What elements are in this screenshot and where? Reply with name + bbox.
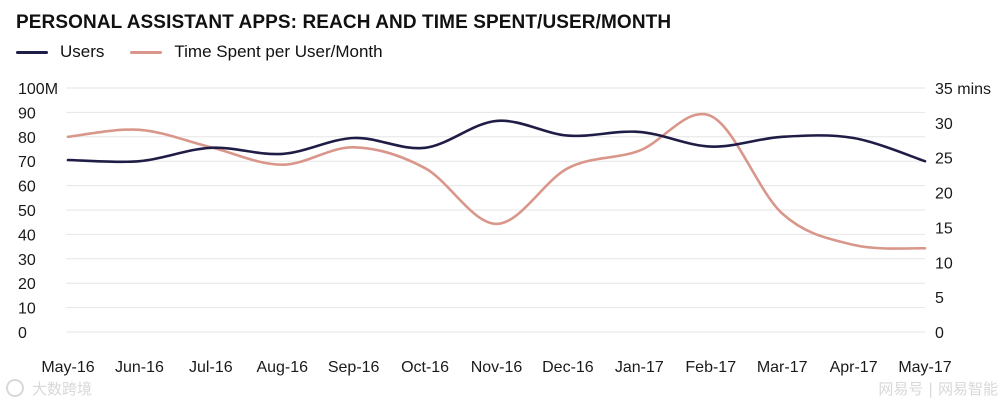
chart-title: PERSONAL ASSISTANT APPS: REACH AND TIME … (16, 12, 672, 33)
x-axis-tick-label: Aug-16 (256, 359, 308, 376)
watermark-right: 网易号 | 网易智能 (878, 380, 998, 398)
watermark-left-text: 大数跨境 (32, 380, 93, 398)
x-axis-tick-label: Apr-17 (830, 359, 878, 376)
grid-lines (66, 87, 925, 333)
right-axis-tick-label: 25 (935, 151, 953, 168)
left-axis-tick-label: 10 (18, 301, 36, 318)
left-axis-tick-label: 90 (18, 105, 36, 122)
x-axis-tick-label: May-17 (898, 359, 951, 376)
x-axis-ticks: May-16 Jun-16 Jul-16 Aug-16 Sep-16 Oct-16 Nov-… (41, 359, 951, 376)
series-lines (66, 112, 927, 250)
x-axis-tick-label: Dec-16 (542, 359, 594, 376)
left-axis-tick-label: 60 (18, 179, 36, 196)
right-axis-ticks: 0 5 10 15 20 25 30 35 mins (935, 81, 991, 342)
legend-swatch-users (16, 50, 48, 54)
legend-item-time-spent: Time Spent per User/Month (130, 42, 383, 62)
x-axis-tick-label: May-16 (41, 359, 94, 376)
watermark-logo-icon (6, 379, 24, 397)
left-axis-tick-label: 20 (18, 276, 36, 293)
right-axis-tick-label: 0 (935, 325, 944, 342)
right-axis-tick-label: 30 (935, 116, 953, 133)
left-axis-tick-label: 50 (18, 203, 36, 220)
x-axis-tick-label: Jan-17 (615, 359, 664, 376)
left-axis-tick-label: 40 (18, 227, 36, 244)
left-axis-tick-label: 30 (18, 252, 36, 269)
legend-item-users: Users (16, 42, 104, 62)
chart-legend: Users Time Spent per User/Month (16, 40, 409, 64)
series-line-time-spent (66, 112, 927, 250)
right-axis-tick-label: 35 mins (935, 81, 991, 98)
x-axis-tick-label: Sep-16 (328, 359, 380, 376)
legend-swatch-time-spent (130, 50, 163, 54)
x-axis-tick-label: Nov-16 (471, 359, 523, 376)
left-axis-ticks: 0 10 20 30 40 50 60 70 80 90 100M (18, 81, 58, 342)
watermark-left: 大数跨境 (6, 378, 92, 399)
left-axis-tick-label: 80 (18, 130, 36, 147)
legend-label-users: Users (60, 42, 105, 61)
left-axis-tick-label: 100M (18, 81, 58, 98)
x-axis-tick-label: Jul-16 (189, 359, 233, 376)
legend-label-time-spent: Time Spent per User/Month (174, 42, 383, 61)
left-axis-tick-label: 0 (18, 325, 27, 342)
right-axis-tick-label: 5 (935, 290, 944, 307)
right-axis-tick-label: 10 (935, 255, 953, 272)
right-axis-tick-label: 15 (935, 220, 953, 237)
x-axis-tick-label: Feb-17 (685, 359, 736, 376)
series-line-users (66, 119, 927, 164)
x-axis-tick-label: Mar-17 (757, 359, 808, 376)
right-axis-tick-label: 20 (935, 186, 953, 203)
left-axis-tick-label: 70 (18, 154, 36, 171)
x-axis-tick-label: Jun-16 (115, 359, 164, 376)
x-axis-tick-label: Oct-16 (401, 359, 449, 376)
